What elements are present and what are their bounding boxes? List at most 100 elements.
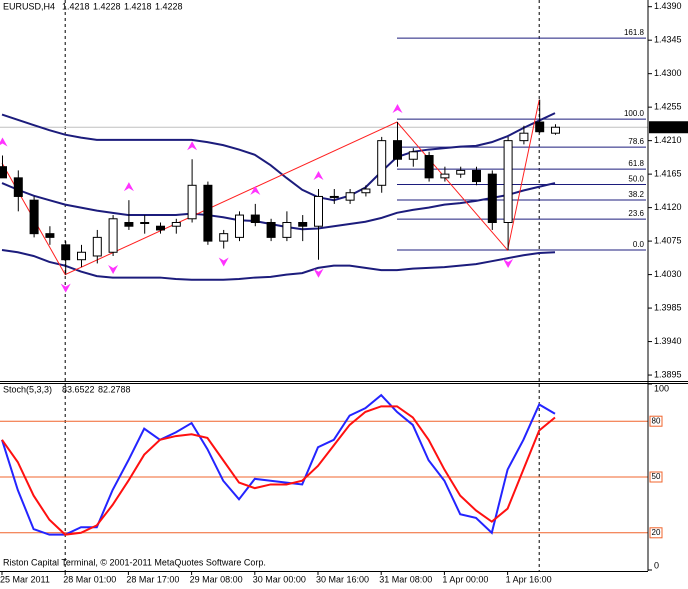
fractal-up: [250, 185, 261, 195]
y-tick-label: 1.4165: [654, 169, 682, 179]
x-tick-label: 29 Mar 08:00: [190, 574, 243, 584]
candle-body: [472, 169, 481, 183]
x-tick-label: 28 Mar 17:00: [126, 574, 179, 584]
y-tick-label: 1.3940: [654, 336, 682, 346]
y-tick-label: 1.4030: [654, 269, 682, 279]
y-tick-label: 1.4345: [654, 35, 682, 45]
candle-body: [282, 221, 292, 238]
quote-low: 1.4218: [124, 1, 152, 11]
x-tick-label: 28 Mar 01:00: [63, 574, 116, 584]
fib-label: 161.8: [624, 28, 645, 37]
level-badge: [649, 527, 663, 539]
candle-body: [551, 126, 560, 134]
candle-body: [440, 173, 450, 179]
stoch-line: [1, 405, 556, 536]
x-tick-label: 31 Mar 08:00: [379, 574, 432, 584]
fib-label: 0.0: [633, 240, 645, 249]
candle-body: [29, 199, 39, 235]
level-badge: [649, 471, 663, 483]
candle-body: [140, 221, 150, 224]
candle-body: [77, 251, 86, 261]
candle-body: [61, 244, 71, 261]
candle-body: [519, 132, 529, 142]
fib-label: 23.6: [628, 209, 644, 218]
fractal-up: [392, 104, 403, 114]
candle-body: [45, 233, 55, 238]
copyright: Riston Capital Terminal, © 2001-2011 Met…: [3, 557, 266, 567]
y-tick-label: 1.4255: [654, 102, 682, 112]
candle-body: [266, 221, 276, 238]
y-tick-label: 1.4300: [654, 68, 682, 78]
quote-high: 1.4228: [93, 1, 121, 11]
indicator-reading: 83.6522: [62, 384, 95, 394]
level-label: 80: [652, 416, 661, 425]
candle-body: [535, 121, 545, 133]
band-line: [1, 182, 556, 231]
y-tick-label: 1.4120: [654, 202, 682, 212]
band-line: [1, 249, 556, 281]
candle-body: [408, 151, 418, 160]
y-tick-label: 1.4075: [654, 235, 682, 245]
x-tick-label: 1 Apr 16:00: [506, 574, 552, 584]
level-badge: [649, 415, 663, 427]
band-line: [1, 112, 556, 202]
indicator-reading: 82.2788: [98, 384, 131, 394]
y-tick-label: 1.3895: [654, 369, 682, 379]
fractal-up: [187, 141, 198, 151]
fractal-down: [108, 264, 119, 274]
candle-body: [171, 221, 181, 227]
candle-body: [235, 214, 244, 238]
y-tick-label: 1.4390: [654, 1, 682, 11]
fib-label: 100.0: [624, 109, 645, 118]
candle-body: [329, 195, 339, 198]
x-tick-label: 25 Mar 2011: [0, 574, 50, 584]
candle-body: [156, 225, 165, 231]
candle-body: [361, 188, 371, 194]
candle-body: [124, 221, 134, 227]
symbol-label: EURUSD,H4: [3, 1, 55, 11]
candle-body: [187, 184, 197, 220]
level-label: 50: [652, 472, 661, 481]
fractal-down: [313, 268, 324, 278]
candle-body: [13, 177, 23, 197]
candle-body: [487, 173, 497, 223]
x-tick-label: 30 Mar 00:00: [253, 574, 306, 584]
candle-body: [377, 140, 387, 186]
candle-body: [393, 140, 402, 160]
fractal-down: [503, 259, 514, 269]
fractal-up: [313, 171, 324, 181]
candle-body: [108, 218, 118, 253]
candle-body: [345, 192, 355, 201]
candle-body: [424, 155, 434, 179]
price-badge: [649, 121, 688, 134]
y-tick-label: 100: [654, 383, 669, 393]
candle-body: [314, 195, 323, 227]
fractal-up: [123, 182, 134, 192]
level-label: 20: [652, 528, 661, 537]
fractal-up: [0, 137, 8, 147]
fib-label: 78.6: [628, 137, 644, 146]
y-tick-label: 1.4210: [654, 135, 682, 145]
x-tick-label: 30 Mar 16:00: [316, 574, 369, 584]
quote-open: 1.4218: [62, 1, 90, 11]
candle-body: [456, 169, 466, 175]
fib-label: 50.0: [628, 175, 644, 184]
candle-body: [203, 184, 213, 242]
candle-body: [250, 214, 260, 223]
main-layer: [0, 99, 560, 536]
y-tick-label: 1.3985: [654, 302, 682, 312]
fib-label: 38.2: [628, 190, 644, 199]
fractal-down: [60, 283, 71, 293]
fib-label: 61.8: [628, 159, 644, 168]
back-layer: 161.8 100.0 78.6 61.8 50.0 38.2 23.6 0.0: [0, 0, 648, 571]
indicator-title: Stoch(5,3,3): [3, 384, 52, 394]
candle-body: [219, 233, 229, 242]
candle-body: [92, 236, 102, 257]
x-tick-label: 1 Apr 00:00: [442, 574, 488, 584]
fractal-down: [218, 257, 229, 267]
price-badge-label: 1.4228: [653, 122, 681, 132]
